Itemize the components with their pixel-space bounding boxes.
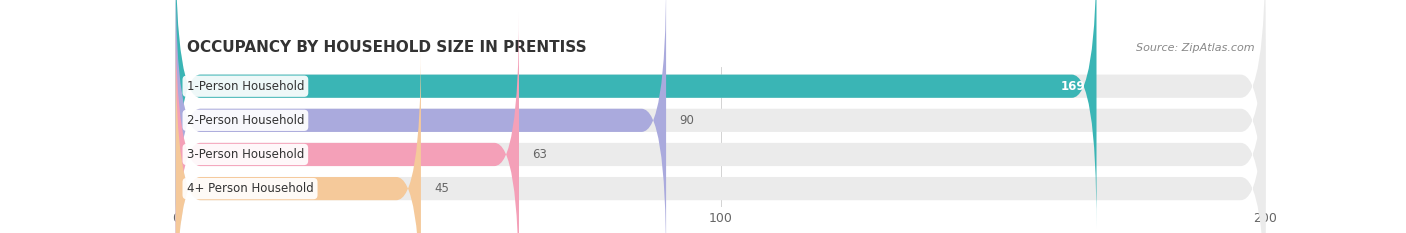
Text: 4+ Person Household: 4+ Person Household xyxy=(187,182,314,195)
Text: 1-Person Household: 1-Person Household xyxy=(187,80,304,93)
FancyBboxPatch shape xyxy=(176,0,1097,228)
FancyBboxPatch shape xyxy=(176,13,519,233)
Text: Source: ZipAtlas.com: Source: ZipAtlas.com xyxy=(1136,43,1254,53)
FancyBboxPatch shape xyxy=(176,0,666,233)
Text: 45: 45 xyxy=(434,182,450,195)
Text: 169: 169 xyxy=(1062,80,1085,93)
FancyBboxPatch shape xyxy=(176,0,1265,233)
Text: 3-Person Household: 3-Person Household xyxy=(187,148,304,161)
Text: 2-Person Household: 2-Person Household xyxy=(187,114,304,127)
Text: 63: 63 xyxy=(533,148,547,161)
Text: OCCUPANCY BY HOUSEHOLD SIZE IN PRENTISS: OCCUPANCY BY HOUSEHOLD SIZE IN PRENTISS xyxy=(187,40,586,55)
FancyBboxPatch shape xyxy=(176,47,1265,233)
FancyBboxPatch shape xyxy=(176,0,1265,228)
FancyBboxPatch shape xyxy=(176,47,420,233)
Text: 90: 90 xyxy=(679,114,695,127)
FancyBboxPatch shape xyxy=(176,13,1265,233)
